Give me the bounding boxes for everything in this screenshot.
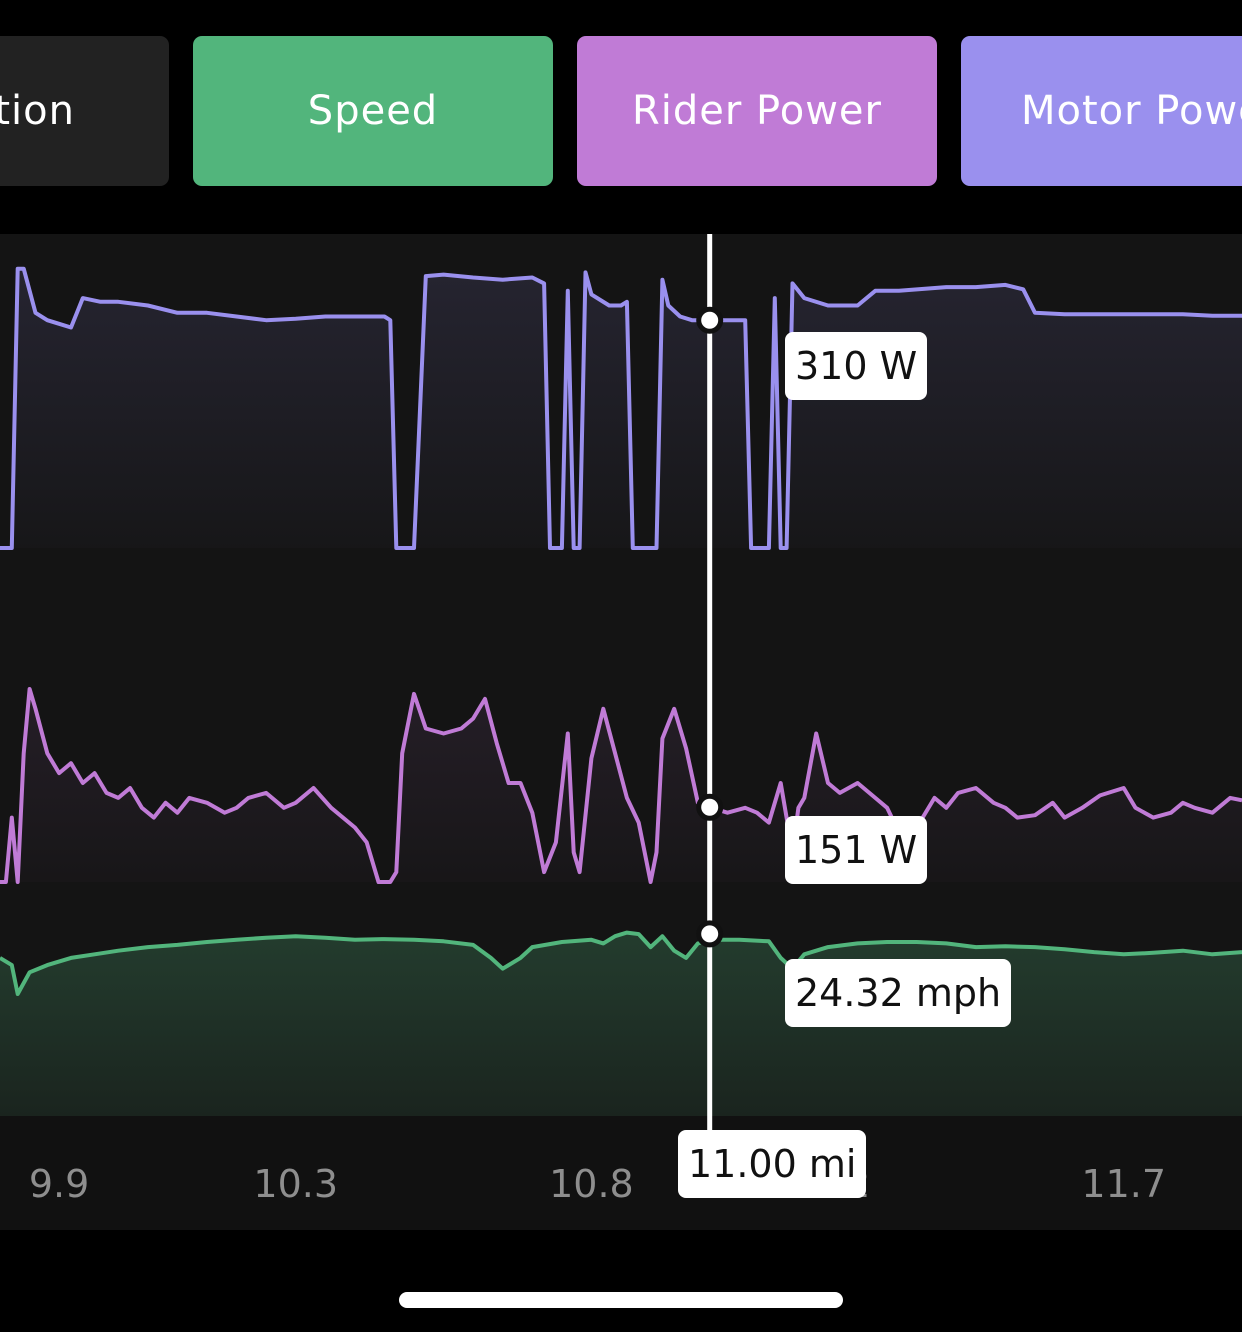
rider-power-callout: 151 W <box>785 816 928 884</box>
tab-rider-power-label: Rider Power <box>631 88 882 134</box>
motor-power-line <box>0 266 1242 550</box>
tab-motor-power[interactable]: Motor Power <box>961 36 1242 186</box>
ride-chart[interactable]: 9.910.310.811.211.7 310 W 151 W 24.32 mp… <box>0 234 1242 1230</box>
x-tick-label: 10.3 <box>253 1162 338 1206</box>
x-axis-band <box>0 1116 1242 1230</box>
tab-speed-label: Speed <box>307 88 439 134</box>
home-indicator[interactable] <box>399 1292 843 1308</box>
tab-elevation[interactable]: Elevation <box>0 36 169 186</box>
speed-callout: 24.32 mph <box>785 959 1012 1027</box>
speed-area <box>0 932 1242 1116</box>
x-tick-label: 11.7 <box>1081 1162 1166 1206</box>
speed-line <box>0 930 1242 996</box>
rider-power-cursor-marker <box>696 793 724 821</box>
tab-motor-power-label: Motor Power <box>1021 88 1242 134</box>
metric-tab-strip[interactable]: Elevation Speed Rider Power Motor Power <box>0 0 1242 234</box>
distance-callout: 11.00 mi <box>678 1130 867 1198</box>
tab-rider-power[interactable]: Rider Power <box>577 36 937 186</box>
motor-power-callout: 310 W <box>785 332 928 400</box>
x-tick-label: 9.9 <box>29 1162 89 1206</box>
motor-power-cursor-marker <box>696 306 724 334</box>
motor-power-area <box>0 268 1242 548</box>
rider-power-area <box>0 689 1242 882</box>
x-tick-label: 10.8 <box>549 1162 634 1206</box>
ride-chart-svg[interactable]: 9.910.310.811.211.7 <box>0 234 1242 1230</box>
speed-cursor-marker <box>696 920 724 948</box>
series-layer <box>0 266 1242 1116</box>
tab-speed[interactable]: Speed <box>193 36 553 186</box>
cursor-markers <box>696 306 724 948</box>
tab-elevation-label: Elevation <box>0 88 75 134</box>
rider-power-line <box>0 687 1242 884</box>
